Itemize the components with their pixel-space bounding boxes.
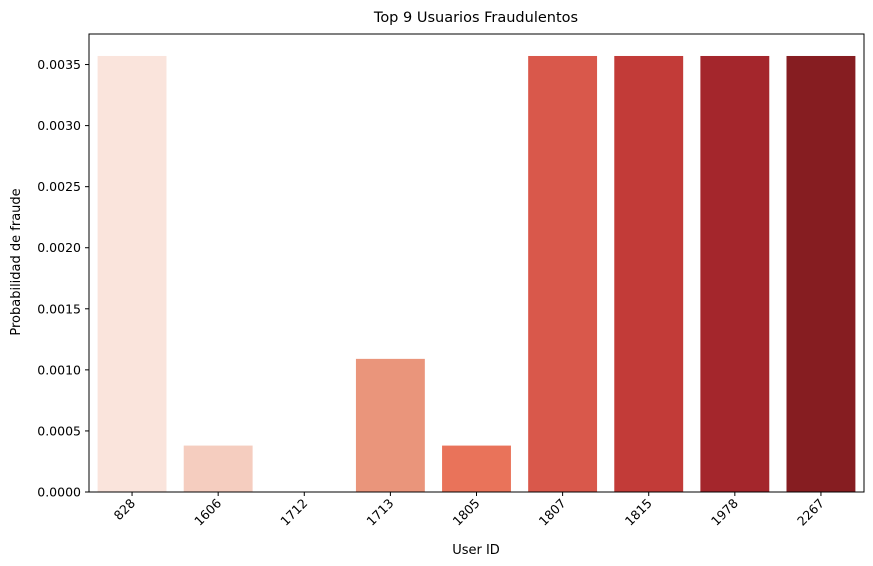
x-tick-label: 1712 bbox=[277, 496, 310, 529]
x-tick-label: 1805 bbox=[450, 496, 483, 529]
y-tick-label: 0.0010 bbox=[37, 362, 81, 377]
x-axis-title: User ID bbox=[452, 543, 500, 558]
y-tick-label: 0.0030 bbox=[37, 118, 81, 133]
x-tick-label: 1978 bbox=[708, 495, 741, 528]
bar-1807 bbox=[528, 55, 598, 492]
y-tick-label: 0.0035 bbox=[37, 57, 81, 72]
bar-1978 bbox=[700, 55, 770, 492]
x-tick-label: 1713 bbox=[363, 496, 396, 529]
y-tick-label: 0.0015 bbox=[37, 301, 81, 316]
bar-1805 bbox=[442, 445, 511, 492]
y-axis-title: Probabilidad de fraude bbox=[9, 188, 24, 335]
chart-title: Top 9 Usuarios Fraudulentos bbox=[373, 10, 578, 26]
bar-1713 bbox=[355, 358, 425, 492]
x-tick-label: 1815 bbox=[622, 496, 655, 529]
x-tick-label: 1606 bbox=[191, 495, 224, 528]
x-tick-label: 1807 bbox=[536, 496, 569, 529]
y-tick-label: 0.0000 bbox=[37, 485, 81, 500]
y-tick-label: 0.0025 bbox=[37, 179, 81, 194]
x-tick-label: 828 bbox=[111, 495, 139, 523]
bar-828 bbox=[97, 55, 167, 492]
bars-group bbox=[97, 55, 856, 492]
bar-1815 bbox=[614, 55, 684, 492]
y-tick-label: 0.0020 bbox=[37, 240, 81, 255]
bar-2267 bbox=[786, 55, 856, 492]
x-tick-label: 2267 bbox=[794, 496, 827, 529]
plot-frame bbox=[88, 33, 865, 493]
x-axis-ticks: 828 1606 1712 1713 1805 1807 1815 1978 2267 bbox=[111, 492, 827, 529]
y-axis-ticks: 0.0000 0.0005 0.0010 0.0015 0.0020 0.0025 0.00… bbox=[37, 57, 89, 500]
y-tick-label: 0.0005 bbox=[37, 423, 81, 438]
bar-1606 bbox=[183, 445, 253, 492]
